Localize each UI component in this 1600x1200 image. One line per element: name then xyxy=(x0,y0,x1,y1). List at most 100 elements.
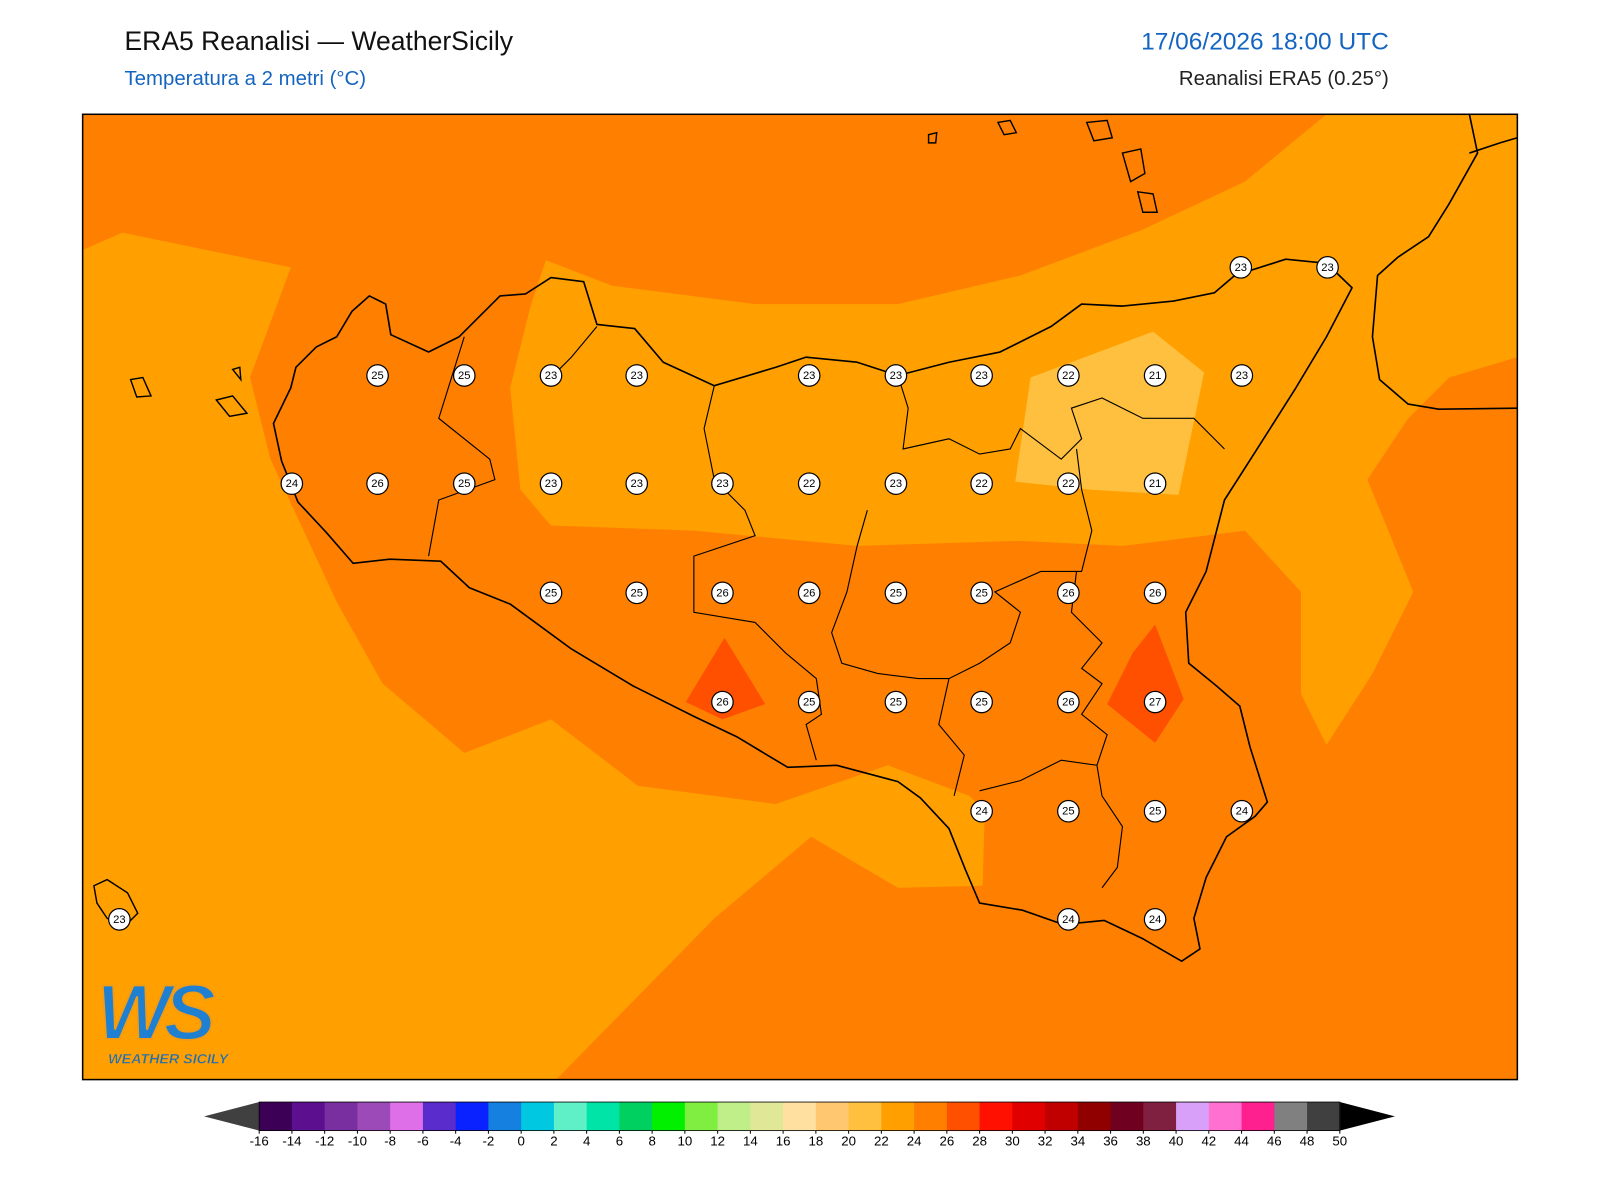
colorbar-tick-label: -16 xyxy=(250,1133,269,1148)
colorbar-tick-label: 6 xyxy=(616,1133,623,1148)
station-value: 26 xyxy=(716,697,728,709)
colorbar-tick-label: -4 xyxy=(450,1133,462,1148)
station-marker xyxy=(539,581,563,605)
station-value: 26 xyxy=(371,478,383,490)
colorbar-bin xyxy=(357,1102,391,1131)
colorbar-bin xyxy=(1143,1102,1177,1131)
station-marker xyxy=(1229,256,1253,279)
colorbar: -16 -14 -12 -10 -8 -6 -4 -2 0 2 4 6 8 10 12 14 16 18 20 22 2… xyxy=(204,1101,1395,1148)
station-value: 25 xyxy=(975,587,987,599)
station-value: 23 xyxy=(1235,262,1247,274)
colorbar-bin xyxy=(881,1102,915,1131)
colorbar-bin xyxy=(1241,1102,1275,1131)
station-marker xyxy=(884,364,908,387)
station-marker xyxy=(711,581,734,605)
contour-fill xyxy=(685,637,766,720)
colorbar-bin xyxy=(291,1102,326,1131)
station-marker xyxy=(1057,472,1080,495)
station-marker xyxy=(1230,799,1254,823)
colorbar-bin xyxy=(553,1102,588,1131)
colorbar-tick-label: 24 xyxy=(907,1133,922,1148)
colorbar-bin xyxy=(488,1102,522,1131)
station-marker xyxy=(1057,690,1080,714)
station-marker xyxy=(1143,690,1167,714)
station-marker xyxy=(970,581,993,605)
colorbar-bin xyxy=(586,1102,620,1131)
station-value: 23 xyxy=(113,914,125,926)
station-marker xyxy=(625,472,649,495)
colorbar-tick-label: 40 xyxy=(1169,1133,1184,1148)
colorbar-bin xyxy=(1307,1102,1341,1131)
station-value: 24 xyxy=(975,806,987,818)
station-value: 25 xyxy=(458,478,470,490)
logo-letters: WS xyxy=(97,970,215,1056)
colorbar-tick-label: -12 xyxy=(315,1133,334,1148)
colorbar-tick-label: 16 xyxy=(776,1133,791,1148)
station-marker xyxy=(366,364,389,387)
colorbar-over xyxy=(1339,1102,1395,1131)
station-marker xyxy=(797,690,821,714)
station-marker xyxy=(1143,799,1167,823)
colorbar-tick-label: 36 xyxy=(1103,1133,1118,1148)
colorbar-bin xyxy=(652,1102,686,1131)
colorbar-bin xyxy=(684,1102,719,1131)
station-marker xyxy=(539,472,563,495)
colorbar-tick-label: 46 xyxy=(1267,1133,1282,1148)
colorbar-bin xyxy=(1110,1102,1144,1131)
station-value: 22 xyxy=(1062,478,1074,490)
station-marker xyxy=(970,364,993,387)
station-marker xyxy=(1143,908,1167,931)
station-value: 22 xyxy=(803,478,815,490)
station-value: 25 xyxy=(458,370,470,382)
station-value: 25 xyxy=(890,697,902,709)
station-value: 23 xyxy=(890,370,902,382)
station-value: 26 xyxy=(1062,587,1074,599)
colorbar-tick-label: 2 xyxy=(550,1133,557,1148)
station-value: 25 xyxy=(803,697,815,709)
station-value: 25 xyxy=(371,370,383,382)
station-marker xyxy=(452,472,476,495)
colorbar-tick-label: 18 xyxy=(808,1133,823,1148)
station-marker xyxy=(970,472,993,495)
station-marker xyxy=(1143,581,1167,605)
colorbar-tick-label: 26 xyxy=(939,1133,954,1148)
contour-fill xyxy=(1107,624,1184,743)
station-value: 23 xyxy=(1321,262,1333,274)
coastline xyxy=(1371,114,1518,410)
station-value: 23 xyxy=(1236,370,1248,382)
colorbar-tick-label: 8 xyxy=(648,1133,655,1148)
colorbar-bin xyxy=(815,1102,850,1131)
station-marker xyxy=(280,472,304,495)
islands xyxy=(93,119,1159,928)
station-value: 24 xyxy=(1149,914,1161,926)
station-marker xyxy=(797,472,821,495)
station-marker xyxy=(1057,908,1080,931)
station-value: 24 xyxy=(286,478,298,490)
station-value: 23 xyxy=(545,370,557,382)
station-marker xyxy=(711,690,734,714)
colorbar-tick-label: -6 xyxy=(417,1133,429,1148)
station-marker xyxy=(1316,256,1339,279)
station-value: 25 xyxy=(1062,806,1074,818)
logo: WS WEATHER SICILY xyxy=(96,969,230,1068)
station-value: 25 xyxy=(975,697,987,709)
colorbar-tick-label: -14 xyxy=(282,1133,301,1148)
station-value: 22 xyxy=(975,478,987,490)
station-value: 23 xyxy=(630,370,642,382)
colorbar-tick-label: 32 xyxy=(1038,1133,1053,1148)
colorbar-tick-label: 0 xyxy=(517,1133,524,1148)
colorbar-bin xyxy=(1208,1102,1243,1131)
station-value: 25 xyxy=(1149,806,1161,818)
station-marker xyxy=(797,364,821,387)
station-marker xyxy=(884,581,908,605)
colorbar-tick-label: 14 xyxy=(743,1133,758,1148)
station-marker xyxy=(884,690,908,714)
title: ERA5 Reanalisi — WeatherSicily xyxy=(124,26,513,56)
colorbar-bin xyxy=(521,1102,555,1131)
station-value: 26 xyxy=(1062,697,1074,709)
colorbar-tick-label: 42 xyxy=(1201,1133,1216,1148)
contour-fill xyxy=(82,232,985,1080)
station-value: 21 xyxy=(1149,370,1161,382)
colorbar-under xyxy=(204,1102,260,1131)
station-marker xyxy=(1143,472,1167,495)
